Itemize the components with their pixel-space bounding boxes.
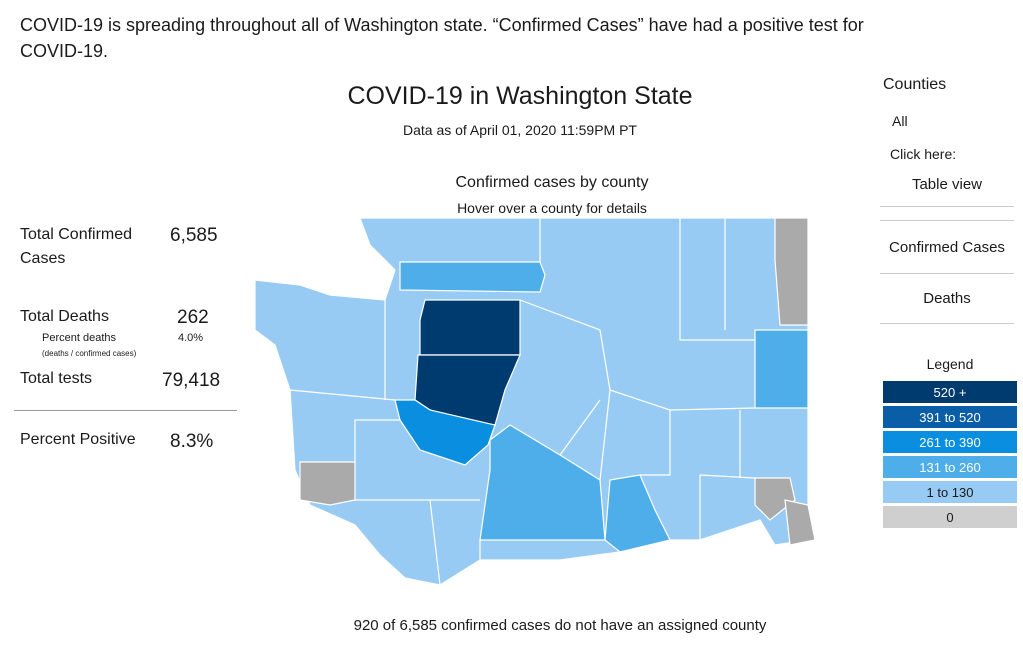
stat-subvalue: 4.0% [178, 332, 204, 344]
legend-item: 0 [883, 506, 1017, 528]
legend-item: 520 + [883, 381, 1017, 403]
stat-value: 79,418 [162, 370, 221, 391]
title: COVID-19 in Washington State [347, 82, 693, 110]
stat-note: (deaths / confirmed cases) [42, 349, 137, 358]
stat-label: Total Deaths [20, 308, 109, 325]
button[interactable]: Confirmed Cases [880, 220, 1014, 274]
map-title: Confirmed cases by county [455, 174, 649, 191]
intro: COVID-19 is spreading throughout all of … [20, 15, 864, 61]
sidebar-heading: Counties [883, 76, 947, 93]
footnote: 920 of 6,585 confirmed cases do not have… [353, 617, 767, 634]
prompt: Click here: [890, 146, 957, 162]
stat-value: 8.3% [170, 431, 214, 452]
county[interactable] [419, 299, 521, 356]
legend-item: 391 to 520 [883, 406, 1017, 428]
map [254, 217, 816, 586]
county[interactable] [394, 399, 496, 466]
button[interactable]: Deaths [880, 273, 1014, 324]
legend: Legend 520 + 391 to 520 261 to 390 131 to 2… [883, 356, 1017, 531]
county[interactable] [784, 499, 816, 546]
stat-label: Total tests [20, 370, 93, 387]
county[interactable] [754, 477, 796, 521]
stat-value: 6,585 [170, 225, 218, 246]
stat-sublabel: Percent deaths [42, 332, 116, 344]
stat-label: Total Confirmed Cases [20, 226, 133, 267]
stat-label: Percent Positive [20, 431, 136, 448]
county[interactable] [754, 329, 809, 409]
button[interactable]: Table view [880, 162, 1014, 207]
legend-items: 520 + 391 to 520 261 to 390 131 to 260 1 to … [883, 381, 1017, 528]
subtitle: Data as of April 01, 2020 11:59PM PT [403, 122, 637, 138]
legend-item: 1 to 130 [883, 481, 1017, 503]
county[interactable] [399, 261, 546, 293]
legend-item: 261 to 390 [883, 431, 1017, 453]
county[interactable] [299, 461, 356, 506]
legend-title: Legend [926, 356, 974, 372]
county[interactable] [774, 217, 809, 326]
legend-item: 131 to 260 [883, 456, 1017, 478]
map-hint: Hover over a county for details [457, 200, 647, 216]
stat-value: 262 [177, 307, 209, 328]
county-option[interactable]: All [892, 113, 908, 129]
divider [14, 410, 237, 411]
county[interactable] [254, 217, 809, 586]
county-borders [289, 218, 756, 586]
